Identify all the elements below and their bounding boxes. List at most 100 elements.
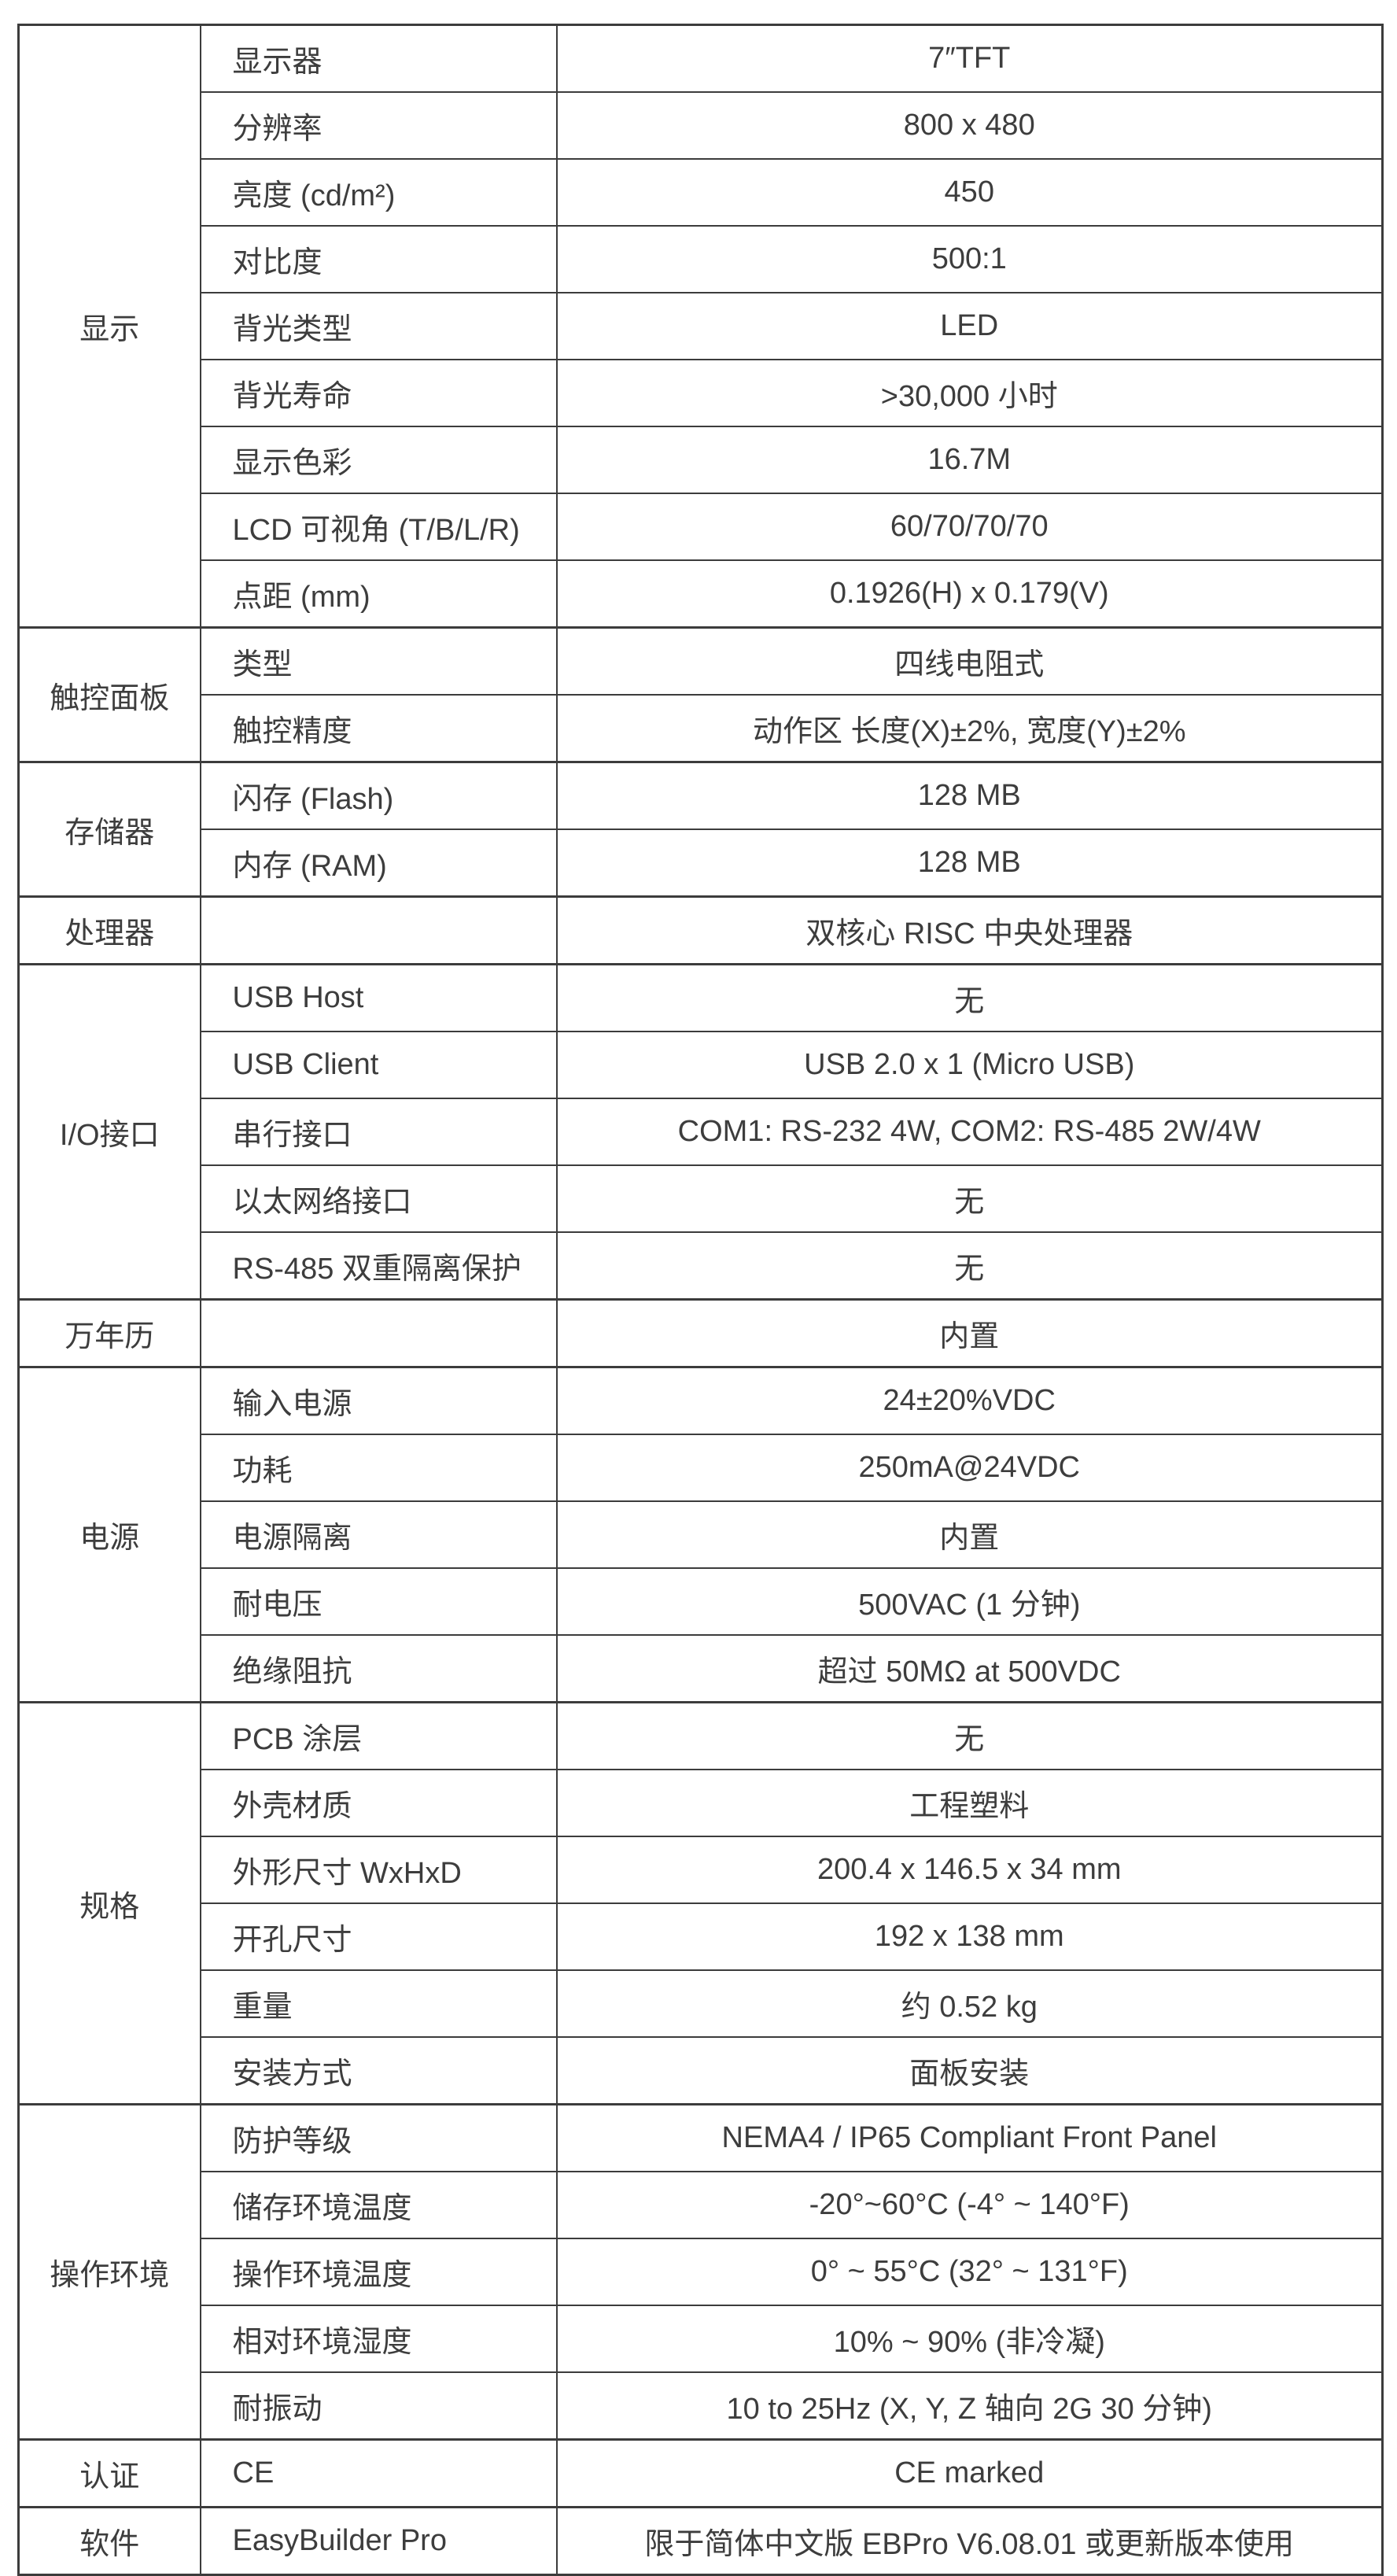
spec-label-cell: 串行接口 [199, 1098, 558, 1166]
spec-value-cell: 200.4 x 146.5 x 34 mm [555, 1836, 1384, 1904]
spec-label-cell: 内存 (RAM) [199, 829, 558, 898]
category-cell: 触控面板 [17, 626, 201, 763]
table-row: 对比度 500:1 [19, 225, 1384, 293]
spec-value-cell: 128 MB [555, 829, 1384, 898]
table-row: 开孔尺寸 192 x 138 mm [19, 1902, 1384, 1971]
table-row: 操作环境温度 0° ~ 55°C (32° ~ 131°F) [19, 2238, 1384, 2306]
spec-label-cell: 闪存 (Flash) [199, 761, 558, 830]
spec-label-cell: USB Host [199, 963, 558, 1032]
table-row: 软件 EasyBuilder Pro 限于简体中文版 EBPro V6.08.01 … [17, 2506, 1384, 2576]
spec-label-cell: 外壳材质 [199, 1769, 558, 1837]
spec-label-cell: 以太网络接口 [199, 1164, 558, 1233]
table-row: 耐振动 10 to 25Hz (X, Y, Z 轴向 2G 30 分钟) [19, 2371, 1384, 2441]
spec-label-cell: 功耗 [199, 1434, 558, 1502]
table-row: 显示 显示器 7″TFT [17, 24, 1384, 629]
spec-value-cell: CE marked [555, 2438, 1384, 2508]
spec-value-cell: 500VAC (1 分钟) [555, 1567, 1384, 1636]
table-row: 耐电压 500VAC (1 分钟) [19, 1567, 1384, 1636]
table-row: 以太网络接口无 [19, 1164, 1384, 1233]
spec-label-cell: 外形尺寸 WxHxD [199, 1836, 558, 1904]
table-row: 外壳材质 工程塑料 [19, 1769, 1384, 1837]
spec-value-cell: 0.1926(H) x 0.179(V) [555, 559, 1384, 629]
table-row: 内存 (RAM) 128 MB [19, 829, 1384, 898]
spec-label-cell: 输入电源 [199, 1366, 558, 1435]
spec-value-cell: 四线电阻式 [555, 626, 1384, 696]
spec-value-cell: 0° ~ 55°C (32° ~ 131°F) [555, 2238, 1384, 2306]
table-row: 绝缘阻抗 超过 50MΩ at 500VDC [19, 1634, 1384, 1703]
spec-label-cell: RS-485 双重隔离保护 [199, 1231, 558, 1301]
spec-value-cell: 250mA@24VDC [555, 1434, 1384, 1502]
spec-label-cell: 相对环境湿度 [199, 2305, 558, 2373]
table-row: 存储器 闪存 (Flash) 128 MB [17, 761, 1384, 898]
spec-label-cell: 触控精度 [199, 694, 558, 763]
spec-label-cell: CE [199, 2438, 558, 2508]
table-row: LCD 可视角 (T/B/L/R) 60/70/70/70 [19, 493, 1384, 561]
spec-label-cell: 耐电压 [199, 1567, 558, 1636]
spec-value-cell: 内置 [555, 1298, 1384, 1368]
spec-label-cell: PCB 涂层 [199, 1701, 558, 1770]
spec-label-cell: 显示色彩 [199, 426, 558, 494]
table-row: 认证 CE CE marked [17, 2438, 1384, 2508]
spec-label-cell [199, 1298, 558, 1368]
table-row: 触控面板 类型 四线电阻式 [17, 626, 1384, 763]
spec-label-cell: 显示器 [199, 24, 558, 93]
spec-label-cell: 操作环境温度 [199, 2238, 558, 2306]
spec-value-cell: 工程塑料 [555, 1769, 1384, 1837]
spec-value-cell: 无 [555, 1164, 1384, 1233]
spec-value-cell: 超过 50MΩ at 500VDC [555, 1634, 1384, 1703]
spec-label-cell: USB Client [199, 1031, 558, 1099]
table-row: 背光类型 LED [19, 292, 1384, 360]
table-row: 电源隔离 内置 [19, 1500, 1384, 1569]
spec-label-cell [199, 895, 558, 965]
spec-value-cell: 24±20%VDC [555, 1366, 1384, 1435]
table-row: 相对环境湿度 10% ~ 90% (非冷凝) [19, 2305, 1384, 2373]
table-row: RS-485 双重隔离保护无 [19, 1231, 1384, 1301]
spec-label-cell: 绝缘阻抗 [199, 1634, 558, 1703]
spec-value-cell: 动作区 长度(X)±2%, 宽度(Y)±2% [555, 694, 1384, 763]
spec-value-cell: USB 2.0 x 1 (Micro USB) [555, 1031, 1384, 1099]
spec-label-cell: EasyBuilder Pro [199, 2506, 558, 2576]
spec-value-cell: NEMA4 / IP65 Compliant Front Panel [555, 2103, 1384, 2172]
spec-value-cell: 500:1 [555, 225, 1384, 293]
table-row: 外形尺寸 WxHxD 200.4 x 146.5 x 34 mm [19, 1836, 1384, 1904]
table-row: 重量约 0.52 kg [19, 1969, 1384, 2038]
spec-value-cell: 面板安装 [555, 2036, 1384, 2105]
spec-table: 显示 显示器 7″TFT 分辨率 800 x 480 亮度 (cd/m²) 450 对比度 50… [17, 24, 1384, 2576]
spec-value-cell: 128 MB [555, 761, 1384, 830]
category-cell: 显示 [17, 24, 201, 629]
spec-label-cell: LCD 可视角 (T/B/L/R) [199, 493, 558, 561]
table-row: 亮度 (cd/m²) 450 [19, 158, 1384, 227]
category-cell: 电源 [17, 1366, 201, 1703]
category-cell: I/O接口 [17, 963, 201, 1301]
table-row: USB Client USB 2.0 x 1 (Micro USB) [19, 1031, 1384, 1099]
spec-value-cell: 60/70/70/70 [555, 493, 1384, 561]
spec-label-cell: 点距 (mm) [199, 559, 558, 629]
category-cell: 处理器 [17, 895, 201, 965]
spec-label-cell: 分辨率 [199, 91, 558, 160]
category-cell: 软件 [17, 2506, 201, 2576]
spec-value-cell: 无 [555, 963, 1384, 1032]
table-row: 储存环境温度 -20°~60°C (-4° ~ 140°F) [19, 2171, 1384, 2239]
spec-label-cell: 对比度 [199, 225, 558, 293]
table-row: 规格 PCB 涂层无 [17, 1701, 1384, 2105]
spec-value-cell: 双核心 RISC 中央处理器 [555, 895, 1384, 965]
spec-label-cell: 耐振动 [199, 2371, 558, 2441]
spec-value-cell: COM1: RS-232 4W, COM2: RS-485 2W/4W [555, 1098, 1384, 1166]
spec-value-cell: -20°~60°C (-4° ~ 140°F) [555, 2171, 1384, 2239]
table-row: 点距 (mm) 0.1926(H) x 0.179(V) [19, 559, 1384, 629]
spec-value-cell: 16.7M [555, 426, 1384, 494]
spec-label-cell: 重量 [199, 1969, 558, 2038]
category-cell: 规格 [17, 1701, 201, 2105]
category-cell: 存储器 [17, 761, 201, 898]
spec-value-cell: 无 [555, 1231, 1384, 1301]
spec-value-cell: >30,000 小时 [555, 359, 1384, 427]
category-cell: 万年历 [17, 1298, 201, 1368]
spec-value-cell: 7″TFT [555, 24, 1384, 93]
spec-label-cell: 防护等级 [199, 2103, 558, 2172]
spec-value-cell: 限于简体中文版 EBPro V6.08.01 或更新版本使用 [555, 2506, 1384, 2576]
category-cell: 操作环境 [17, 2103, 201, 2441]
spec-label-cell: 背光类型 [199, 292, 558, 360]
table-row: 处理器 双核心 RISC 中央处理器 [17, 895, 1384, 965]
table-row: 安装方式 面板安装 [19, 2036, 1384, 2105]
spec-value-cell: 800 x 480 [555, 91, 1384, 160]
